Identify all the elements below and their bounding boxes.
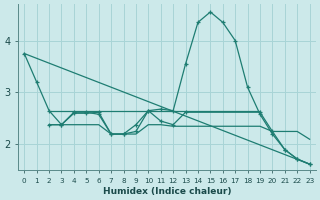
X-axis label: Humidex (Indice chaleur): Humidex (Indice chaleur) [103,187,231,196]
